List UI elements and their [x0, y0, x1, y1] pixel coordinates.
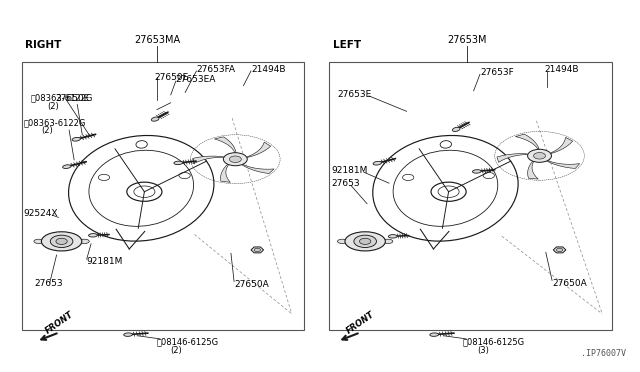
Text: Ⓑ08146-6125G: Ⓑ08146-6125G [157, 338, 219, 347]
Circle shape [51, 235, 73, 247]
Text: RIGHT: RIGHT [25, 40, 61, 50]
Polygon shape [242, 164, 274, 174]
Text: 27650A: 27650A [552, 279, 587, 288]
Circle shape [223, 153, 247, 166]
Text: FRONT: FRONT [44, 310, 75, 336]
Text: 92181M: 92181M [332, 166, 367, 175]
Circle shape [56, 238, 67, 244]
Text: 21494B: 21494B [251, 65, 285, 74]
Circle shape [527, 149, 552, 162]
Text: 92524X: 92524X [23, 209, 58, 218]
Bar [22, 62, 305, 330]
Text: Ⓑ08363-6122G: Ⓑ08363-6122G [24, 118, 86, 128]
Text: 27653E: 27653E [337, 90, 372, 99]
Polygon shape [193, 156, 223, 164]
Text: 27653: 27653 [332, 179, 360, 188]
Circle shape [534, 153, 545, 159]
Text: (2): (2) [47, 102, 59, 110]
Circle shape [229, 156, 241, 163]
Text: 27653F: 27653F [480, 68, 514, 77]
Ellipse shape [72, 137, 81, 141]
Text: LEFT: LEFT [333, 40, 361, 50]
Circle shape [556, 248, 563, 251]
Text: (3): (3) [477, 346, 489, 355]
Ellipse shape [337, 239, 347, 244]
Bar [330, 62, 612, 330]
Text: Ⓑ08363-6122G: Ⓑ08363-6122G [30, 94, 93, 103]
Polygon shape [247, 142, 271, 157]
Text: Ⓑ08146-6125G: Ⓑ08146-6125G [463, 338, 525, 347]
Polygon shape [221, 164, 230, 182]
Text: 21494B: 21494B [545, 65, 579, 74]
Polygon shape [515, 134, 539, 149]
Polygon shape [497, 154, 527, 162]
Ellipse shape [124, 333, 132, 336]
Text: (2): (2) [171, 346, 182, 355]
Text: 92181M: 92181M [86, 257, 123, 266]
Text: 27653MA: 27653MA [134, 35, 180, 45]
Ellipse shape [345, 232, 385, 251]
Ellipse shape [373, 161, 381, 165]
Polygon shape [214, 137, 236, 153]
Ellipse shape [430, 333, 438, 336]
Ellipse shape [452, 127, 460, 131]
Ellipse shape [79, 239, 89, 244]
Polygon shape [527, 161, 538, 179]
Polygon shape [547, 161, 580, 169]
Ellipse shape [472, 170, 481, 173]
Polygon shape [554, 247, 566, 253]
Ellipse shape [388, 235, 397, 238]
Ellipse shape [151, 117, 159, 121]
Polygon shape [551, 137, 573, 154]
Ellipse shape [174, 161, 182, 165]
Text: .IP76007V: .IP76007V [581, 349, 626, 358]
Text: 27653: 27653 [35, 279, 63, 288]
Text: 27650E: 27650E [154, 73, 189, 81]
Text: 27653EA: 27653EA [176, 75, 216, 84]
Circle shape [360, 238, 371, 244]
Text: 27653M: 27653M [447, 35, 487, 45]
Text: 27650A: 27650A [234, 280, 269, 289]
Text: (2): (2) [41, 126, 52, 135]
Text: 27650E: 27650E [55, 94, 90, 103]
Polygon shape [251, 247, 264, 253]
Circle shape [254, 248, 260, 251]
Circle shape [354, 235, 376, 247]
Text: 27653FA: 27653FA [196, 65, 236, 74]
Ellipse shape [63, 165, 71, 169]
Ellipse shape [42, 232, 82, 251]
Ellipse shape [383, 239, 393, 244]
Ellipse shape [88, 234, 97, 237]
Ellipse shape [34, 239, 44, 244]
Text: FRONT: FRONT [345, 310, 376, 336]
